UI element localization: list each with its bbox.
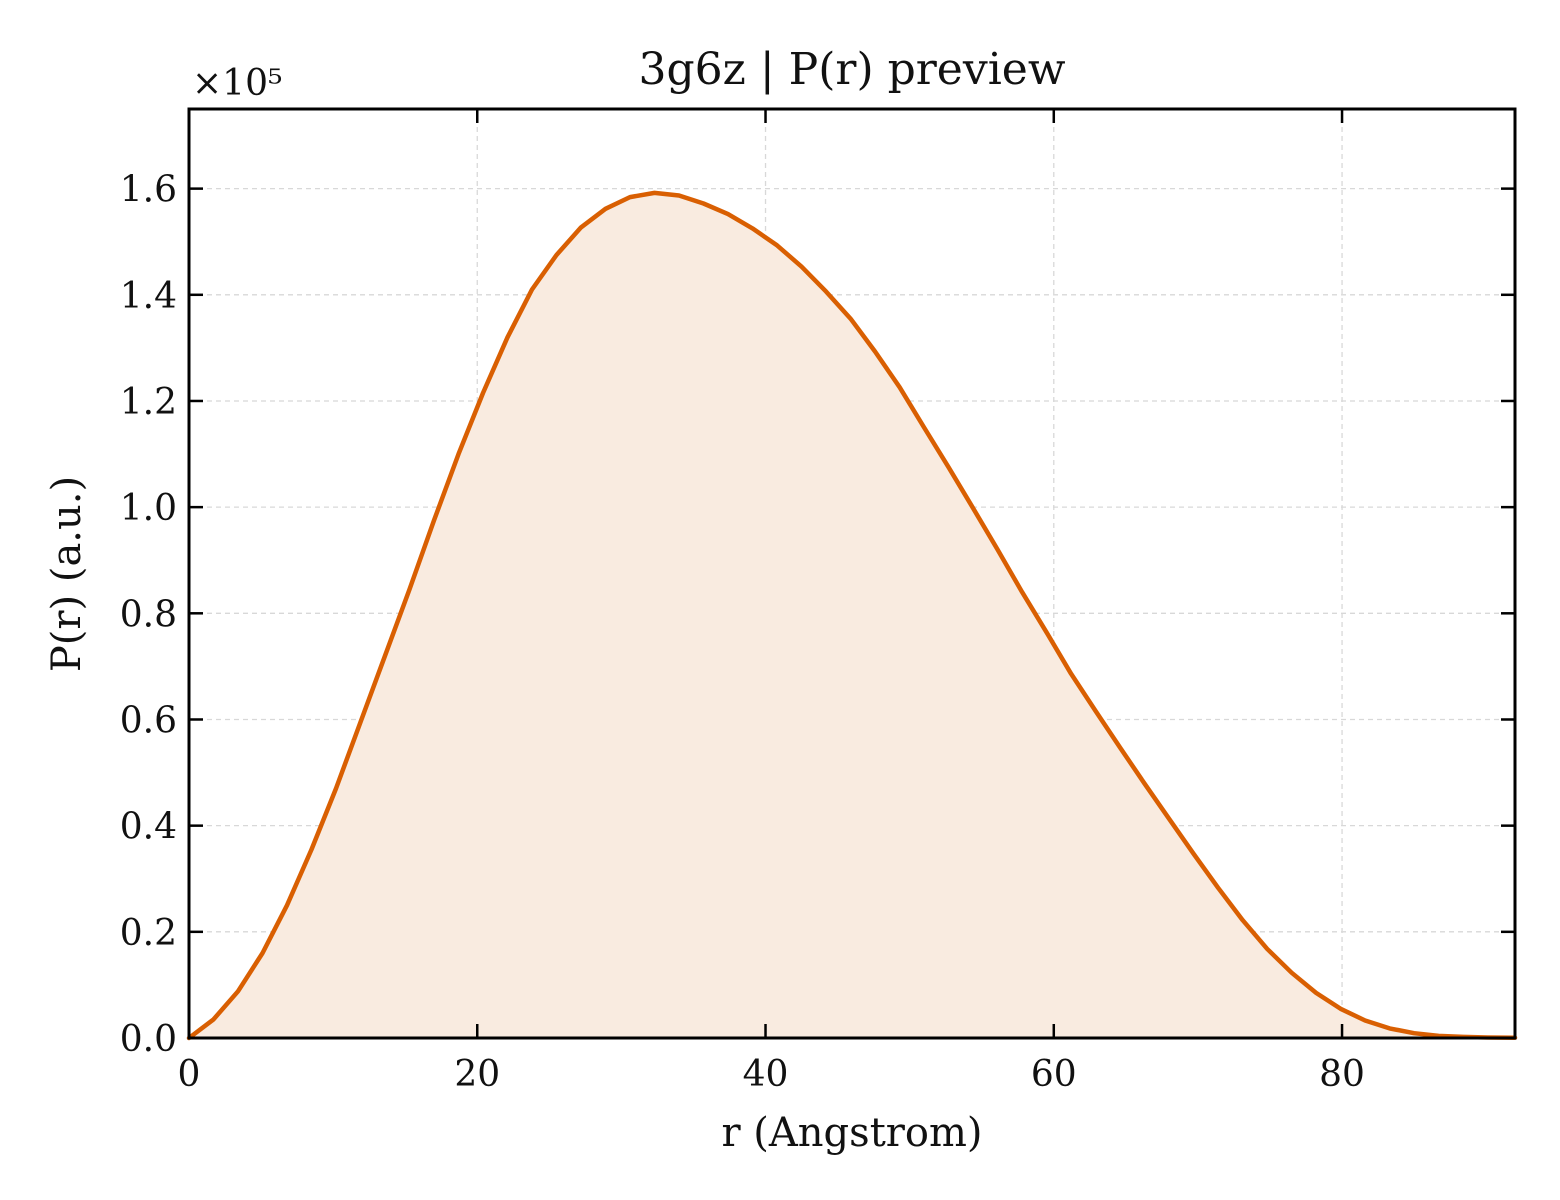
plot-frame	[187, 107, 1517, 1040]
y-tick-label: 0.6	[120, 700, 177, 741]
x-tick-label: 80	[1319, 1054, 1365, 1095]
pr-curve-line	[186, 190, 1518, 1041]
y-axis-label: P(r) (a.u.)	[44, 476, 90, 672]
x-tick-label: 60	[1031, 1054, 1077, 1095]
x-tick-label: 40	[743, 1054, 789, 1095]
y-tick-label: 0.4	[120, 807, 177, 848]
chart-title: 3g6z | P(r) preview	[639, 44, 1066, 95]
y-tick-label: 1.4	[120, 276, 177, 317]
x-tick-label: 20	[454, 1054, 500, 1095]
axis-ticks: 0 20 40 60 80 0.0 0.2 0.4 0.6 0.8 1.0 1.2 1.4 1.6	[120, 109, 1515, 1095]
x-axis-label: r (Angstrom)	[721, 1110, 982, 1156]
y-tick-label: 0.2	[120, 913, 177, 954]
y-tick-label: 1.2	[120, 382, 177, 423]
area-fill	[189, 192, 1515, 1038]
x-tick-label: 0	[178, 1054, 201, 1095]
y-tick-label: 0.8	[120, 594, 177, 635]
y-multiplier-label: ×10⁵	[192, 63, 282, 104]
y-tick-label: 1.0	[120, 488, 177, 529]
y-tick-label: 0.0	[120, 1019, 177, 1060]
y-tick-label: 1.6	[120, 170, 177, 211]
